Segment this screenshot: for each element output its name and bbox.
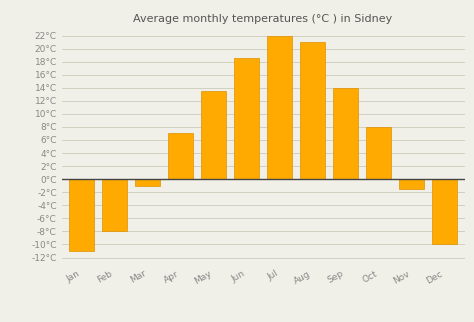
Bar xyxy=(135,179,160,186)
Bar xyxy=(168,133,193,179)
Bar xyxy=(102,179,127,232)
Bar xyxy=(234,58,259,179)
Bar xyxy=(267,35,292,179)
Bar xyxy=(69,179,94,251)
Bar xyxy=(300,42,325,179)
Bar xyxy=(432,179,457,244)
Bar xyxy=(201,91,226,179)
Bar xyxy=(366,127,391,179)
Bar xyxy=(333,88,358,179)
Title: Average monthly temperatures (°C ) in Sidney: Average monthly temperatures (°C ) in Si… xyxy=(134,14,392,24)
Bar xyxy=(399,179,424,189)
